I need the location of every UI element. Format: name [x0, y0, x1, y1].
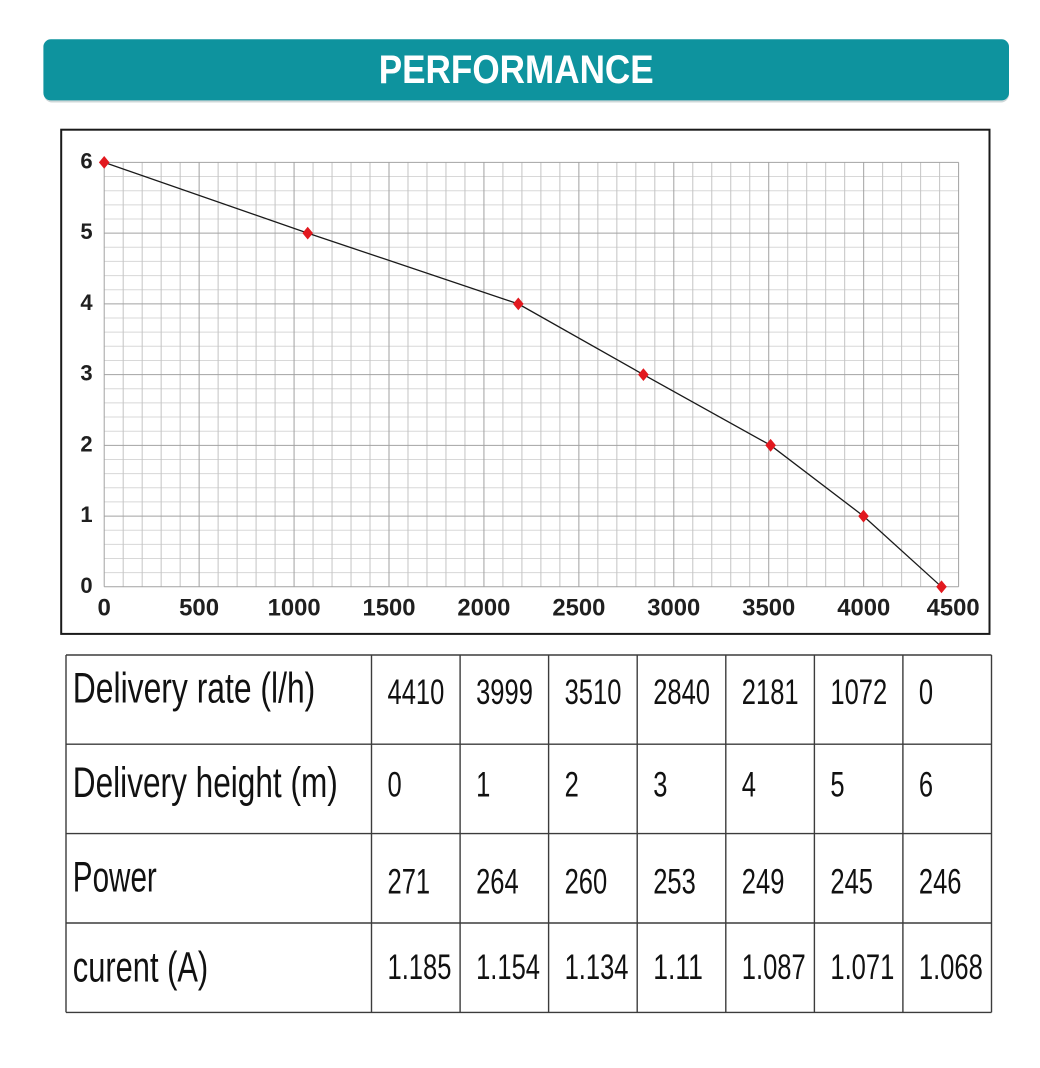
svg-text:0: 0 — [919, 673, 933, 712]
svg-text:2500: 2500 — [552, 594, 605, 621]
svg-text:1: 1 — [476, 766, 490, 805]
svg-text:1.071: 1.071 — [830, 948, 894, 987]
svg-text:3: 3 — [653, 766, 667, 805]
svg-text:264: 264 — [476, 863, 519, 902]
svg-text:3000: 3000 — [647, 594, 700, 621]
svg-text:2000: 2000 — [457, 594, 510, 621]
svg-text:249: 249 — [742, 863, 785, 902]
svg-text:1: 1 — [80, 502, 92, 527]
svg-text:245: 245 — [830, 863, 873, 902]
svg-text:1.11: 1.11 — [653, 948, 703, 987]
svg-text:246: 246 — [919, 863, 962, 902]
svg-text:500: 500 — [179, 594, 219, 621]
svg-text:5: 5 — [830, 766, 844, 805]
svg-text:1.068: 1.068 — [919, 948, 983, 987]
svg-text:1.134: 1.134 — [565, 948, 629, 987]
svg-text:Delivery height (m): Delivery height (m) — [73, 759, 338, 807]
svg-text:1.087: 1.087 — [742, 948, 806, 987]
svg-text:4: 4 — [742, 766, 756, 805]
svg-text:2840: 2840 — [653, 673, 710, 712]
svg-text:2: 2 — [80, 431, 92, 456]
svg-text:3510: 3510 — [565, 673, 622, 712]
svg-text:3: 3 — [80, 361, 92, 386]
svg-text:5: 5 — [80, 219, 92, 244]
svg-text:4410: 4410 — [388, 673, 445, 712]
svg-text:Delivery rate (l/h): Delivery rate (l/h) — [73, 665, 316, 713]
svg-text:271: 271 — [388, 863, 431, 902]
svg-text:253: 253 — [653, 863, 696, 902]
svg-text:Power: Power — [73, 854, 157, 902]
svg-text:PERFORMANCE: PERFORMANCE — [379, 48, 654, 92]
svg-text:0: 0 — [80, 573, 92, 598]
svg-text:260: 260 — [565, 863, 608, 902]
svg-text:4500: 4500 — [927, 594, 980, 621]
svg-text:4000: 4000 — [837, 594, 890, 621]
svg-text:1500: 1500 — [363, 594, 416, 621]
svg-text:1072: 1072 — [830, 673, 887, 712]
svg-text:6: 6 — [80, 148, 92, 173]
svg-text:1000: 1000 — [268, 594, 321, 621]
svg-text:2181: 2181 — [742, 673, 799, 712]
svg-text:6: 6 — [919, 766, 933, 805]
svg-text:curent (A): curent (A) — [73, 943, 208, 991]
svg-text:0: 0 — [98, 594, 111, 621]
svg-text:3500: 3500 — [742, 594, 795, 621]
svg-text:3999: 3999 — [476, 673, 533, 712]
svg-text:1.185: 1.185 — [388, 948, 452, 987]
svg-text:1.154: 1.154 — [476, 948, 540, 987]
svg-text:0: 0 — [388, 766, 402, 805]
svg-text:2: 2 — [565, 766, 579, 805]
svg-text:4: 4 — [80, 290, 93, 315]
